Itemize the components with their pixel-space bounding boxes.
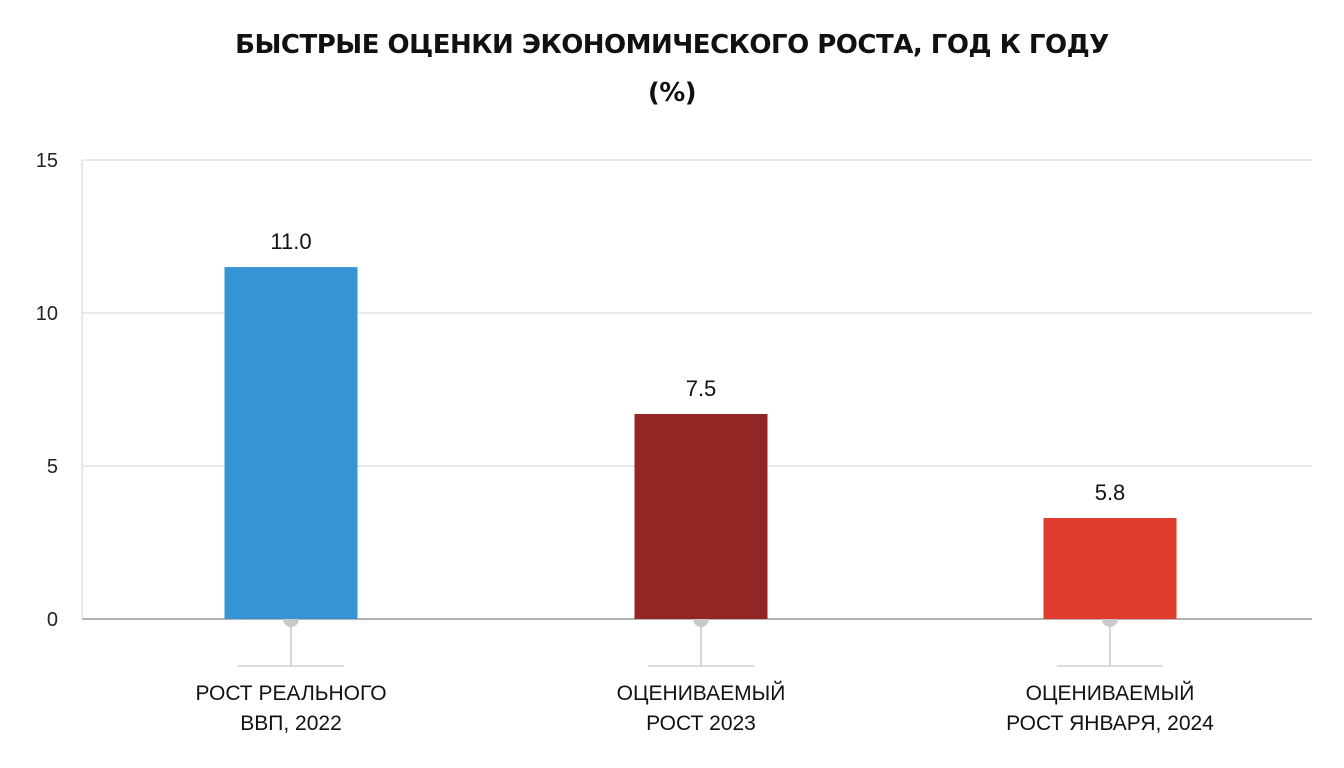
category-label-2-line-2: РОСТ 2023 — [646, 712, 756, 735]
bar-2 — [634, 413, 768, 619]
data-label-1: 11.0 — [270, 229, 311, 254]
y-tick-label: 15 — [36, 150, 58, 172]
bar-1 — [224, 267, 358, 619]
y-tick-label: 5 — [47, 456, 58, 478]
bar-3 — [1043, 518, 1177, 619]
y-tick-label: 0 — [47, 609, 58, 631]
category-label-2-line-1: ОЦЕНИВАЕМЫЙ — [617, 681, 786, 705]
category-label-1-line-2: ВВП, 2022 — [240, 712, 342, 735]
data-label-3: 5.8 — [1095, 480, 1126, 505]
data-label-2: 7.5 — [686, 376, 717, 401]
category-label-1-line-1: РОСТ РЕАЛЬНОГО — [195, 682, 386, 705]
labels: 0 5 10 15 11.0 РОСТ РЕАЛЬНОГО ВВП, 2022 7.5 ОЦЕН… — [36, 150, 1214, 735]
category-label-3-line-2: РОСТ ЯНВАРЯ, 2024 — [1006, 712, 1214, 735]
category-label-3-line-1: ОЦЕНИВАЕМЫЙ — [1026, 681, 1195, 705]
bars — [224, 267, 1177, 619]
chart-subtitle: (%) — [647, 78, 697, 108]
chart-title: БЫСТРЫЕ ОЦЕНКИ ЭКОНОМИЧЕСКОГО РОСТА, ГОД… — [235, 30, 1109, 60]
y-tick-label: 10 — [36, 303, 58, 325]
